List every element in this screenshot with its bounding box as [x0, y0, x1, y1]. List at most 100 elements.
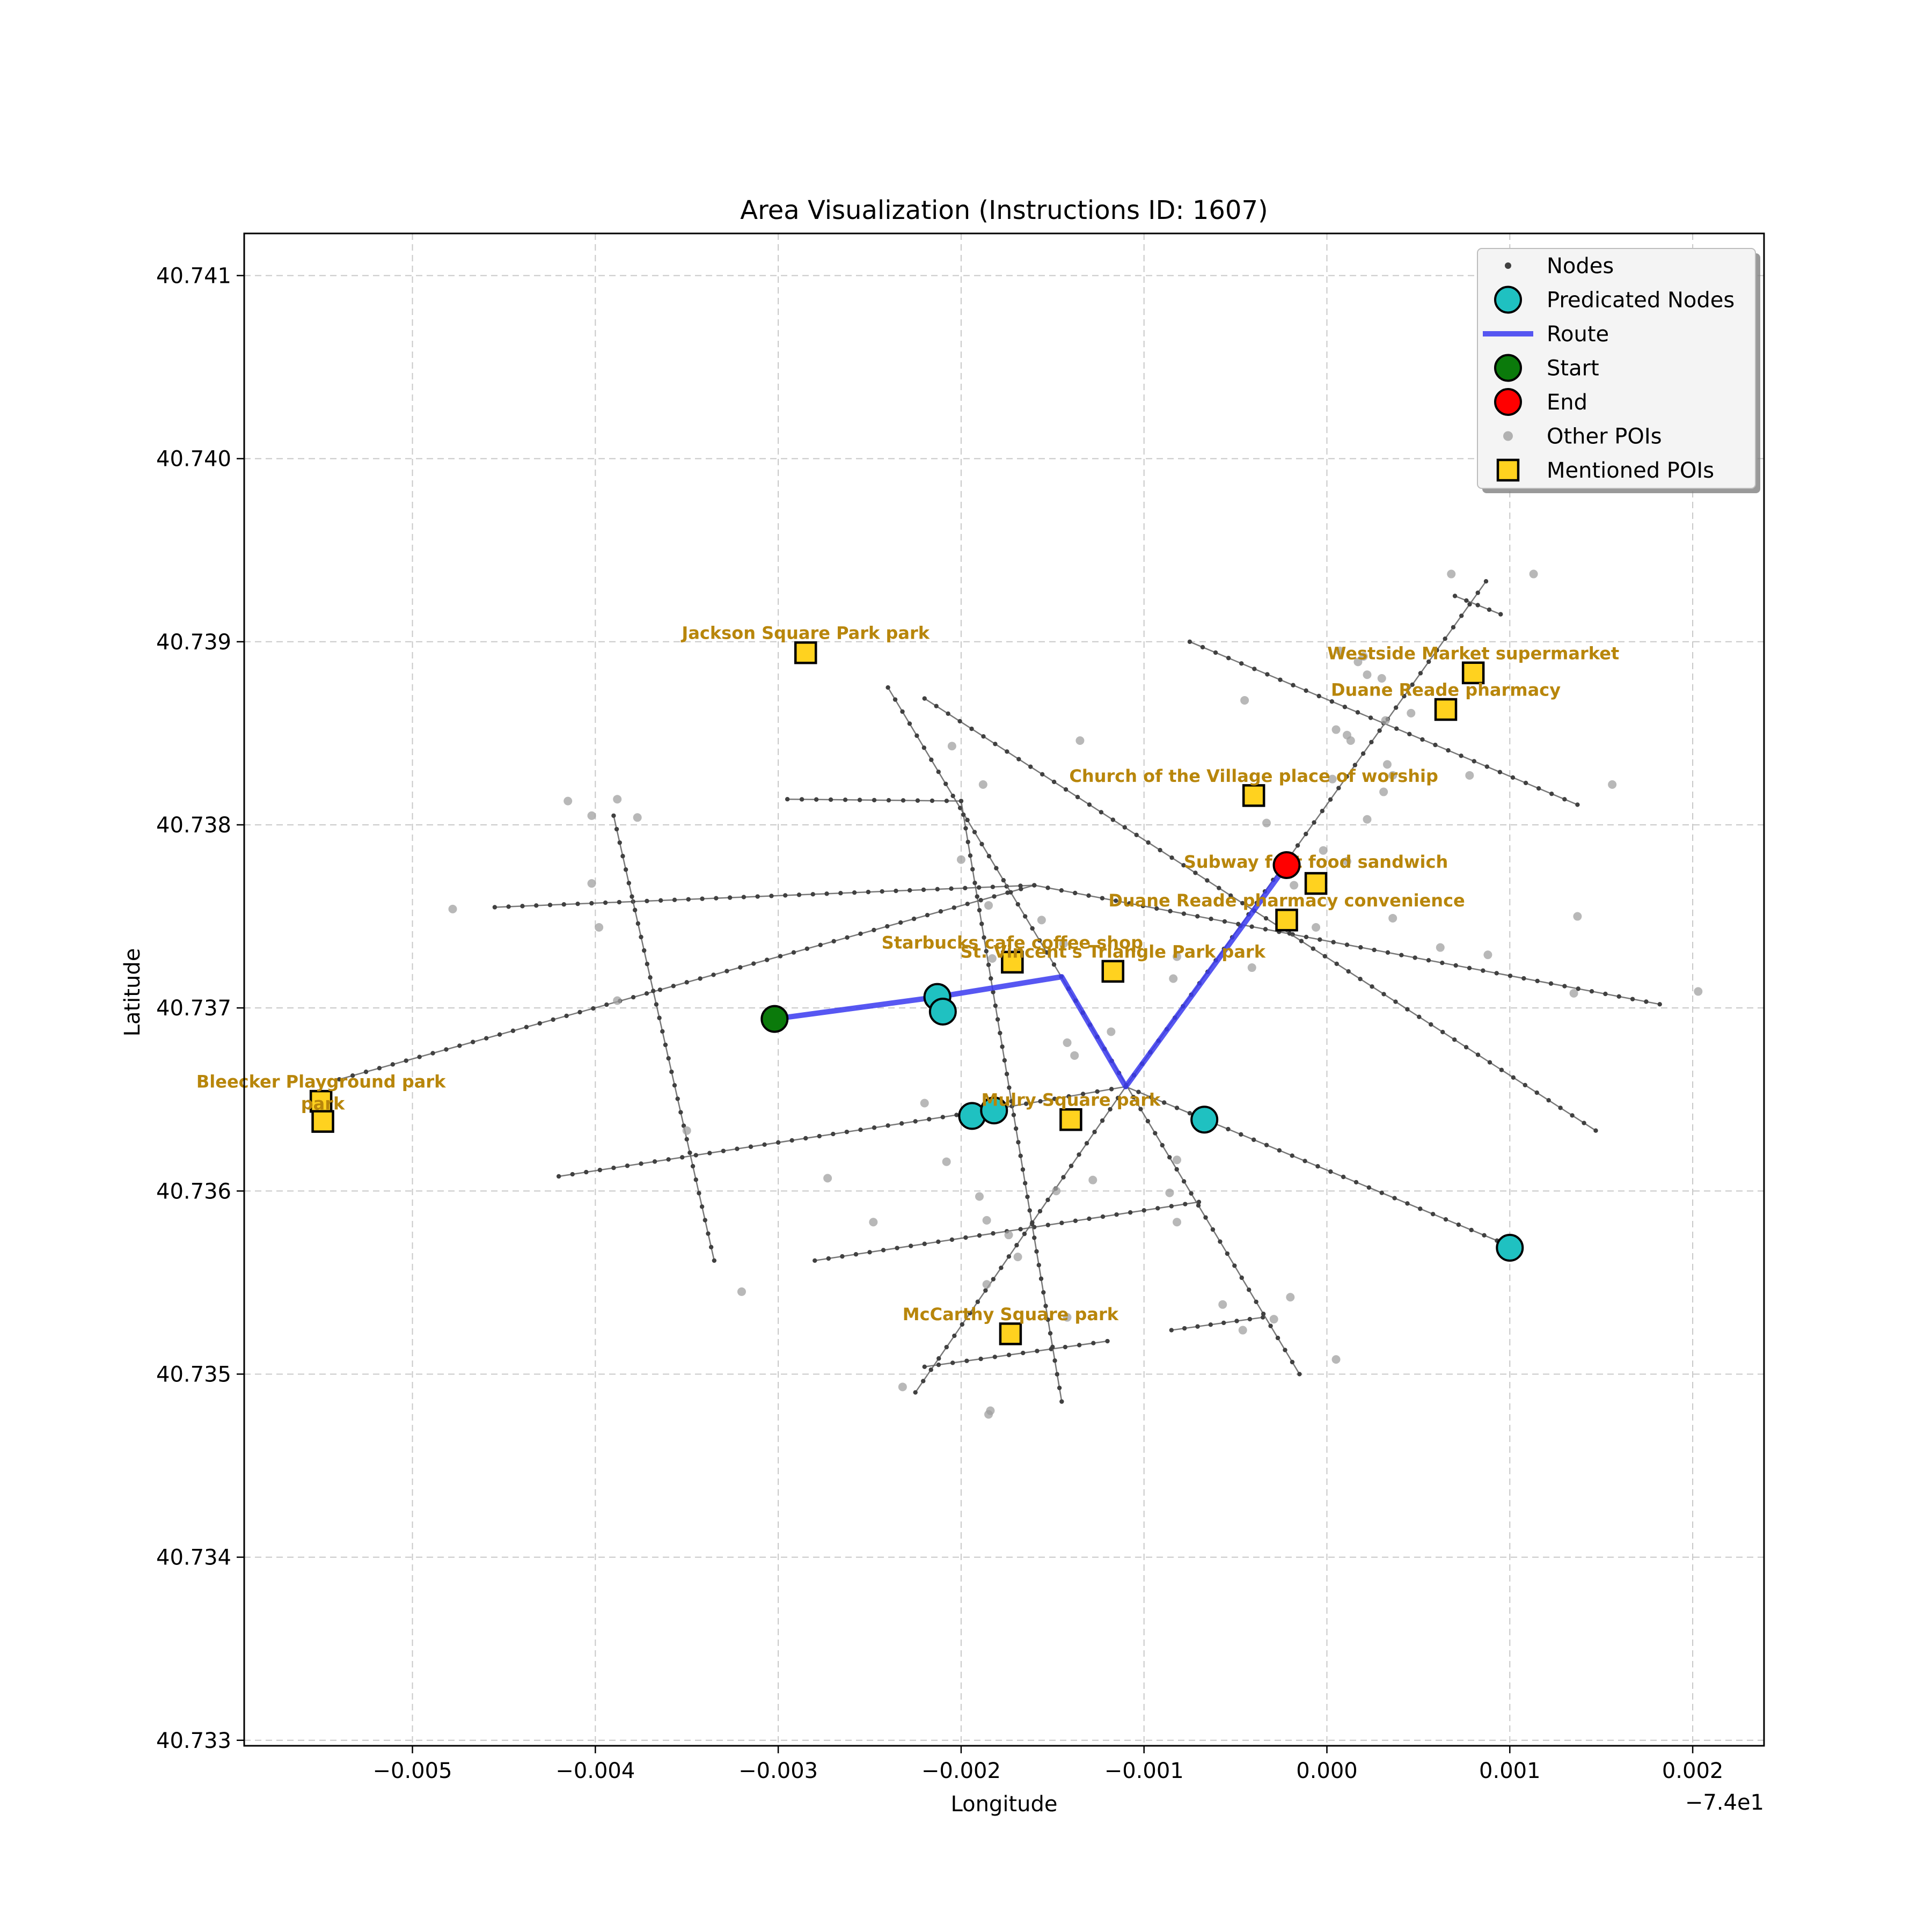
street-node	[1203, 1215, 1208, 1220]
street-node	[1234, 1319, 1239, 1323]
other-poi	[984, 901, 993, 910]
mentioned-pois: Jackson Square Park park Westside Market …	[196, 623, 1619, 1345]
x-tick-label: −0.002	[921, 1759, 1001, 1783]
street-node	[1239, 661, 1244, 666]
mentioned-poi-label: Subway fast food sandwich	[1184, 852, 1448, 872]
street-node	[1297, 1372, 1302, 1377]
street-node	[1001, 878, 1006, 883]
street-node	[1044, 950, 1049, 955]
street-node	[520, 904, 525, 909]
street-node	[944, 1344, 949, 1350]
mentioned-poi-marker	[1001, 950, 1024, 974]
street-node	[1134, 832, 1139, 838]
street-node	[639, 934, 643, 940]
street-node	[938, 909, 943, 914]
street-segment	[494, 884, 1035, 908]
legend-label: Start	[1547, 356, 1599, 381]
other-poi	[1173, 952, 1182, 961]
street-node	[377, 1066, 382, 1071]
street-node	[1456, 1222, 1461, 1227]
street-node	[908, 888, 912, 893]
predicted-node	[1190, 1106, 1219, 1134]
mentioned-poi-marker	[794, 641, 817, 664]
mentioned-poi-marker	[999, 1322, 1022, 1345]
street-node	[1467, 602, 1472, 607]
street-node	[972, 830, 977, 835]
street-node	[1032, 883, 1037, 888]
x-tick-label: 0.002	[1662, 1759, 1724, 1783]
street-node	[852, 890, 857, 895]
other-poi	[1608, 780, 1617, 789]
street-node	[631, 994, 636, 1000]
street-node	[803, 1136, 808, 1141]
street-node	[894, 888, 898, 894]
other-poi	[1059, 939, 1068, 948]
street-node	[1217, 885, 1221, 890]
street-node	[1290, 1359, 1295, 1365]
street-node	[626, 881, 632, 885]
street-node	[1344, 774, 1349, 779]
street-node	[748, 1144, 753, 1149]
street-node	[1189, 1191, 1194, 1196]
street-node	[1510, 775, 1516, 780]
street-node	[1002, 1058, 1007, 1063]
street-node	[853, 1252, 859, 1257]
street-node	[1418, 1206, 1423, 1211]
mentioned-poi-marker	[1434, 698, 1458, 721]
street-node	[678, 1110, 683, 1115]
street-node	[921, 1379, 926, 1384]
other-poi	[1447, 569, 1456, 579]
street-node	[1497, 770, 1503, 774]
street-node	[1498, 612, 1503, 617]
street-node	[660, 1029, 665, 1034]
other-poi	[1037, 916, 1046, 925]
street-node	[1311, 946, 1316, 951]
street-node	[843, 797, 848, 802]
street-node	[949, 1237, 955, 1242]
other-poi	[1013, 1253, 1022, 1262]
street-node	[1009, 1099, 1014, 1104]
mentioned-poi-marker	[1275, 909, 1298, 932]
mentioned-poi-label: Mulry Square park	[981, 1090, 1161, 1110]
street-node	[1028, 764, 1033, 769]
street-node	[872, 797, 877, 803]
street-node	[1344, 942, 1350, 947]
street-node	[625, 1163, 630, 1168]
other-poi	[1052, 1187, 1061, 1196]
y-axis-ticks: 40.733 40.734 40.735 40.736 40.737 40.738 40.7…	[156, 264, 244, 1753]
street-node	[1209, 917, 1213, 921]
legend-label: End	[1547, 390, 1587, 415]
route-endpoints	[760, 851, 1301, 1033]
street-node	[1091, 1341, 1096, 1345]
x-tick-label: −0.001	[1104, 1759, 1184, 1783]
street-node	[1511, 1075, 1516, 1080]
street-node	[925, 912, 930, 918]
street-node	[1218, 1239, 1223, 1244]
street-node	[952, 1333, 957, 1338]
other-poi	[1388, 771, 1397, 780]
street-node	[1379, 1190, 1384, 1195]
street-node	[944, 799, 949, 803]
x-axis-ticks: −0.005 −0.004 −0.003 −0.002 −0.001 0.000 0.001…	[373, 1746, 1724, 1783]
street-node	[693, 1153, 698, 1158]
street-node	[687, 1150, 692, 1155]
street-node	[693, 1177, 698, 1182]
mentioned-poi-marker	[1461, 661, 1485, 685]
street-node	[1630, 997, 1635, 1001]
street-node	[1546, 1097, 1551, 1103]
street-node	[1393, 999, 1398, 1004]
street-node	[1153, 1131, 1158, 1136]
street-node	[1057, 1385, 1062, 1391]
street-node	[1320, 809, 1325, 814]
street-node	[1499, 1067, 1504, 1072]
street-node	[1169, 1328, 1174, 1333]
street-node	[1302, 1159, 1307, 1163]
y-tick-label: 40.733	[156, 1729, 231, 1753]
street-node	[1030, 1220, 1035, 1225]
street-node	[390, 1062, 396, 1067]
street-node	[698, 976, 702, 981]
street-node	[1410, 682, 1415, 687]
street-node	[1063, 1344, 1068, 1350]
street-node	[886, 797, 891, 803]
street-node	[1136, 1089, 1141, 1094]
